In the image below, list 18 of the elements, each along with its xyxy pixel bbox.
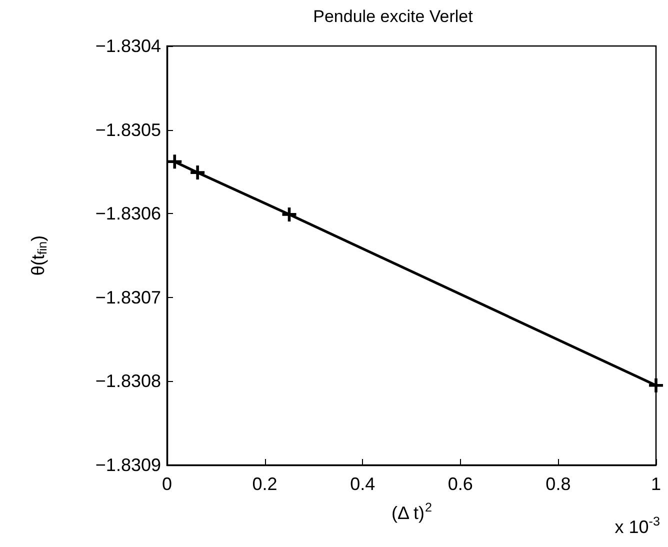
chart-title: Pendule excite Verlet [313,7,474,26]
y-tick-label: −1.8305 [95,120,161,140]
y-axis-title: θ(tfin) [28,235,50,276]
x-tick-label: 1 [650,474,662,494]
x-tick-label: 0.6 [448,474,473,494]
y-tick-label: −1.8304 [95,36,161,56]
point [649,378,663,392]
x-tick-label: 0.2 [252,474,278,494]
y-tick-label: −1.8307 [95,287,161,308]
x-tick-label: 0.4 [350,474,376,494]
point [282,207,296,222]
y-tick-label: −1.8308 [95,371,161,392]
y-tick-label: −1.8306 [95,204,161,224]
point [190,166,205,180]
y-tick-label: −1.8309 [95,455,161,475]
point [168,154,182,169]
x-tick-label: 0.8 [546,474,571,494]
x-tick-label: 0 [162,474,172,494]
